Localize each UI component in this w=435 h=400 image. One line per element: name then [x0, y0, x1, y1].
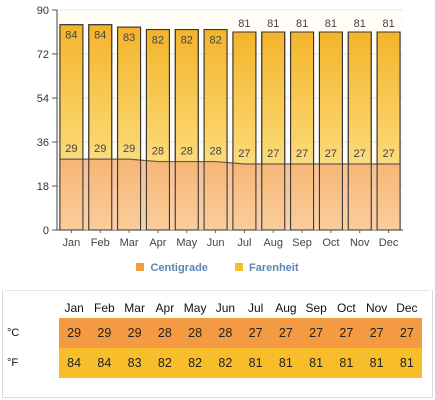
farenheit-cell-jul: 81	[240, 348, 271, 378]
month-header-aug: Aug	[275, 301, 297, 315]
month-header-jul: Jul	[247, 301, 264, 315]
data-label-farenheit-jun: 82	[209, 35, 221, 47]
x-tick-label-may: May	[176, 237, 197, 249]
data-label-centigrade-feb: 29	[94, 143, 106, 155]
x-tick-label-feb: Feb	[91, 237, 110, 249]
data-label-centigrade-dec: 27	[382, 148, 394, 160]
data-label-centigrade-sep: 27	[296, 148, 308, 160]
month-header-jan: Jan	[64, 301, 84, 315]
farenheit-cell-jan: 84	[59, 348, 90, 378]
month-header-nov: Nov	[365, 301, 388, 315]
temperature-chart: 0 18 36 54 72 90 84 84 83 82 82 82 81 81 81 81 81 81 29 29 2…	[37, 5, 403, 249]
centigrade-cell-feb: 29	[89, 318, 120, 348]
month-header-apr: Apr	[155, 301, 175, 315]
centigrade-cell-dec: 27	[391, 318, 422, 348]
y-tick-label: 90	[37, 5, 49, 17]
x-tick-label-apr: Apr	[149, 237, 166, 249]
legend-centigrade-label: Centigrade	[150, 262, 208, 274]
data-label-centigrade-jan: 29	[65, 143, 77, 155]
data-label-farenheit-aug: 81	[267, 18, 279, 30]
data-label-centigrade-jun: 28	[209, 146, 221, 158]
month-header-oct: Oct	[337, 301, 356, 315]
month-header-jun: Jun	[215, 301, 236, 315]
legend-farenheit-label: Farenheit	[249, 262, 299, 274]
data-label-farenheit-dec: 81	[382, 18, 394, 30]
farenheit-cell-mar: 83	[119, 348, 150, 378]
data-label-centigrade-mar: 29	[123, 143, 135, 155]
x-tick-label-jun: Jun	[207, 237, 225, 249]
centigrade-cell-may: 28	[180, 318, 211, 348]
centigrade-cell-oct: 27	[331, 318, 362, 348]
x-tick-label-jan: Jan	[63, 237, 81, 249]
data-label-farenheit-jan: 84	[65, 30, 77, 42]
y-tick-label: 54	[37, 93, 49, 105]
x-tick-label-nov: Nov	[350, 237, 370, 249]
y-tick-label: 72	[37, 49, 49, 61]
x-tick-label-mar: Mar	[120, 237, 139, 249]
x-tick-label-jul: Jul	[237, 237, 251, 249]
table-frame-bottom	[2, 397, 433, 398]
centigrade-swatch	[136, 263, 145, 271]
x-tick-label-oct: Oct	[322, 237, 339, 249]
data-label-farenheit-apr: 82	[152, 35, 164, 47]
y-tick-label: 36	[37, 137, 49, 149]
farenheit-cell-dec: 81	[391, 348, 422, 378]
month-header-may: May	[183, 301, 207, 315]
farenheit-cell-nov: 81	[361, 348, 392, 378]
farenheit-cell-apr: 82	[149, 348, 180, 378]
farenheit-cell-jun: 82	[210, 348, 241, 378]
table-frame-left	[2, 290, 3, 398]
month-header-row: Jan Feb Mar Apr May Jun Jul Aug Sep Oct Nov Dec	[5, 298, 422, 318]
centigrade-cell-jun: 28	[210, 318, 241, 348]
data-label-farenheit-nov: 81	[354, 18, 366, 30]
data-label-farenheit-feb: 84	[94, 30, 106, 42]
chart-legend: Centigrade Farenheit	[0, 262, 435, 274]
farenheit-cell-aug: 81	[270, 348, 301, 378]
farenheit-cell-sep: 81	[301, 348, 332, 378]
farenheit-row: °F 84 84 83 82 82 82 81 81 81 81 81 81	[5, 348, 422, 378]
data-label-centigrade-apr: 28	[152, 146, 164, 158]
legend-farenheit[interactable]: Farenheit	[235, 262, 299, 274]
area-centigrade	[59, 159, 401, 230]
y-tick-label: 0	[43, 225, 49, 237]
data-label-centigrade-aug: 27	[267, 148, 279, 160]
centigrade-row-label: °C	[5, 318, 59, 348]
month-header-feb: Feb	[94, 301, 115, 315]
month-header-dec: Dec	[396, 301, 418, 315]
centigrade-cell-jan: 29	[59, 318, 90, 348]
centigrade-cell-mar: 29	[119, 318, 150, 348]
x-tick-label-dec: Dec	[379, 237, 399, 249]
centigrade-cell-jul: 27	[240, 318, 271, 348]
centigrade-row: °C 29 29 29 28 28 28 27 27 27 27 27 27	[5, 318, 422, 348]
y-tick-label: 18	[37, 181, 49, 193]
centigrade-cell-sep: 27	[301, 318, 332, 348]
farenheit-cell-feb: 84	[89, 348, 120, 378]
farenheit-swatch	[235, 263, 243, 271]
centigrade-cell-apr: 28	[149, 318, 180, 348]
centigrade-cell-aug: 27	[270, 318, 301, 348]
table-corner	[5, 298, 59, 318]
farenheit-row-label: °F	[5, 348, 59, 378]
centigrade-cell-nov: 27	[361, 318, 392, 348]
data-label-centigrade-jul: 27	[238, 148, 250, 160]
data-label-centigrade-may: 28	[181, 146, 193, 158]
table-frame-right	[432, 290, 433, 398]
x-tick-label-aug: Aug	[263, 237, 283, 249]
farenheit-cell-oct: 81	[331, 348, 362, 378]
farenheit-cell-may: 82	[180, 348, 211, 378]
data-label-farenheit-sep: 81	[296, 18, 308, 30]
data-label-farenheit-oct: 81	[325, 18, 337, 30]
data-label-farenheit-may: 82	[181, 35, 193, 47]
section-divider	[5, 290, 430, 291]
month-header-sep: Sep	[305, 301, 327, 315]
data-label-farenheit-mar: 83	[123, 32, 135, 44]
month-header-mar: Mar	[124, 301, 145, 315]
data-label-farenheit-jul: 81	[238, 18, 250, 30]
line-centigrade	[59, 158, 401, 165]
data-label-centigrade-nov: 27	[354, 148, 366, 160]
temperature-table: Jan Feb Mar Apr May Jun Jul Aug Sep Oct Nov Dec °C …	[5, 298, 422, 378]
x-tick-label-sep: Sep	[292, 237, 312, 249]
legend-centigrade[interactable]: Centigrade	[136, 262, 208, 274]
data-label-centigrade-oct: 27	[325, 148, 337, 160]
